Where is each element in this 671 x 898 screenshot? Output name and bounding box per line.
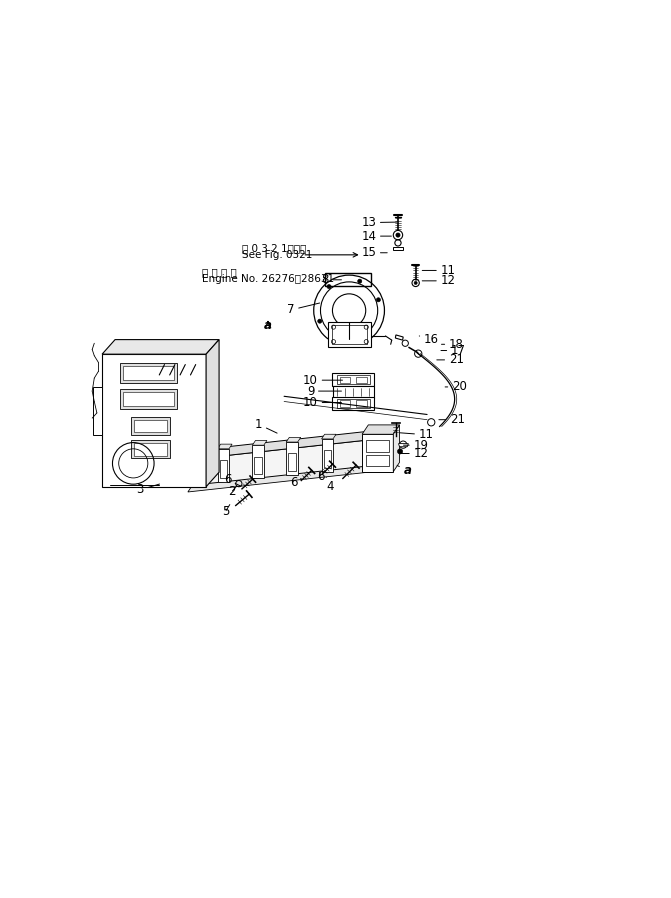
Bar bbox=[325, 272, 371, 286]
Text: 1: 1 bbox=[255, 418, 277, 433]
Bar bbox=[134, 419, 166, 432]
Text: 8: 8 bbox=[321, 273, 342, 286]
Polygon shape bbox=[362, 435, 393, 471]
Bar bbox=[366, 441, 389, 452]
Bar bbox=[134, 443, 166, 455]
Text: 6: 6 bbox=[291, 476, 301, 489]
Bar bbox=[131, 441, 170, 458]
Bar bbox=[120, 389, 177, 409]
Polygon shape bbox=[188, 429, 384, 460]
Polygon shape bbox=[399, 444, 409, 446]
Bar bbox=[254, 456, 262, 474]
Circle shape bbox=[358, 279, 362, 283]
Text: 16: 16 bbox=[419, 332, 439, 346]
Text: 10: 10 bbox=[303, 374, 342, 387]
Polygon shape bbox=[102, 339, 219, 354]
Circle shape bbox=[367, 332, 371, 337]
Bar bbox=[340, 376, 350, 383]
Text: 11: 11 bbox=[400, 428, 433, 441]
Circle shape bbox=[376, 298, 380, 302]
Bar bbox=[328, 321, 372, 347]
Bar bbox=[356, 376, 367, 383]
Polygon shape bbox=[393, 425, 399, 471]
Text: 第 0 3 2 1図参照: 第 0 3 2 1図参照 bbox=[242, 243, 307, 253]
Circle shape bbox=[397, 449, 403, 454]
Circle shape bbox=[414, 281, 417, 285]
Polygon shape bbox=[286, 442, 298, 475]
Text: 14: 14 bbox=[362, 230, 391, 242]
Bar bbox=[333, 386, 374, 398]
Polygon shape bbox=[395, 335, 403, 340]
Polygon shape bbox=[252, 445, 264, 479]
Polygon shape bbox=[102, 354, 206, 487]
Circle shape bbox=[336, 338, 340, 342]
Text: 12: 12 bbox=[400, 447, 428, 460]
Text: See Fig. 0321: See Fig. 0321 bbox=[242, 250, 313, 260]
Text: 12: 12 bbox=[422, 275, 456, 287]
Polygon shape bbox=[217, 449, 229, 482]
Polygon shape bbox=[286, 437, 301, 442]
Text: 11: 11 bbox=[422, 264, 456, 277]
Text: 21: 21 bbox=[437, 354, 464, 366]
Bar bbox=[123, 392, 174, 406]
Polygon shape bbox=[252, 441, 267, 445]
Bar bbox=[123, 365, 174, 380]
Text: 10: 10 bbox=[303, 396, 342, 409]
Bar bbox=[323, 451, 331, 468]
Polygon shape bbox=[206, 339, 219, 487]
Circle shape bbox=[317, 319, 322, 323]
Polygon shape bbox=[188, 462, 384, 492]
Polygon shape bbox=[393, 247, 403, 250]
Text: 15: 15 bbox=[362, 246, 387, 260]
Text: 13: 13 bbox=[362, 216, 397, 229]
Bar bbox=[337, 375, 370, 383]
Polygon shape bbox=[93, 387, 102, 435]
Bar bbox=[337, 400, 370, 408]
Text: 適 用 号 機: 適 用 号 機 bbox=[203, 268, 237, 277]
Bar bbox=[366, 455, 389, 466]
Text: 21: 21 bbox=[439, 413, 465, 427]
Bar bbox=[332, 374, 374, 386]
Polygon shape bbox=[362, 425, 399, 435]
Circle shape bbox=[327, 285, 331, 288]
Text: 2: 2 bbox=[228, 486, 237, 498]
Text: 4: 4 bbox=[326, 478, 334, 493]
Text: 9: 9 bbox=[307, 384, 342, 398]
Text: 6: 6 bbox=[223, 473, 241, 486]
Polygon shape bbox=[188, 439, 378, 486]
Bar bbox=[219, 461, 227, 478]
Bar bbox=[289, 453, 295, 471]
Text: 18: 18 bbox=[442, 338, 464, 351]
Bar bbox=[120, 363, 177, 383]
Text: 6: 6 bbox=[317, 470, 325, 483]
Text: 17: 17 bbox=[441, 344, 466, 357]
Bar bbox=[332, 397, 374, 409]
Polygon shape bbox=[217, 445, 232, 449]
Text: a: a bbox=[264, 319, 272, 332]
Polygon shape bbox=[321, 439, 333, 472]
Bar bbox=[332, 325, 367, 344]
Bar bbox=[356, 401, 367, 407]
Text: 5: 5 bbox=[221, 505, 229, 518]
Circle shape bbox=[396, 233, 400, 237]
Text: Engine No. 26276～28631: Engine No. 26276～28631 bbox=[203, 274, 335, 285]
Text: 3: 3 bbox=[136, 483, 160, 497]
Text: 20: 20 bbox=[445, 381, 467, 393]
Text: 7: 7 bbox=[287, 303, 319, 316]
Bar bbox=[131, 417, 170, 435]
Bar bbox=[340, 401, 350, 407]
Text: 19: 19 bbox=[403, 438, 428, 452]
Polygon shape bbox=[321, 435, 336, 439]
Text: a: a bbox=[397, 463, 411, 477]
